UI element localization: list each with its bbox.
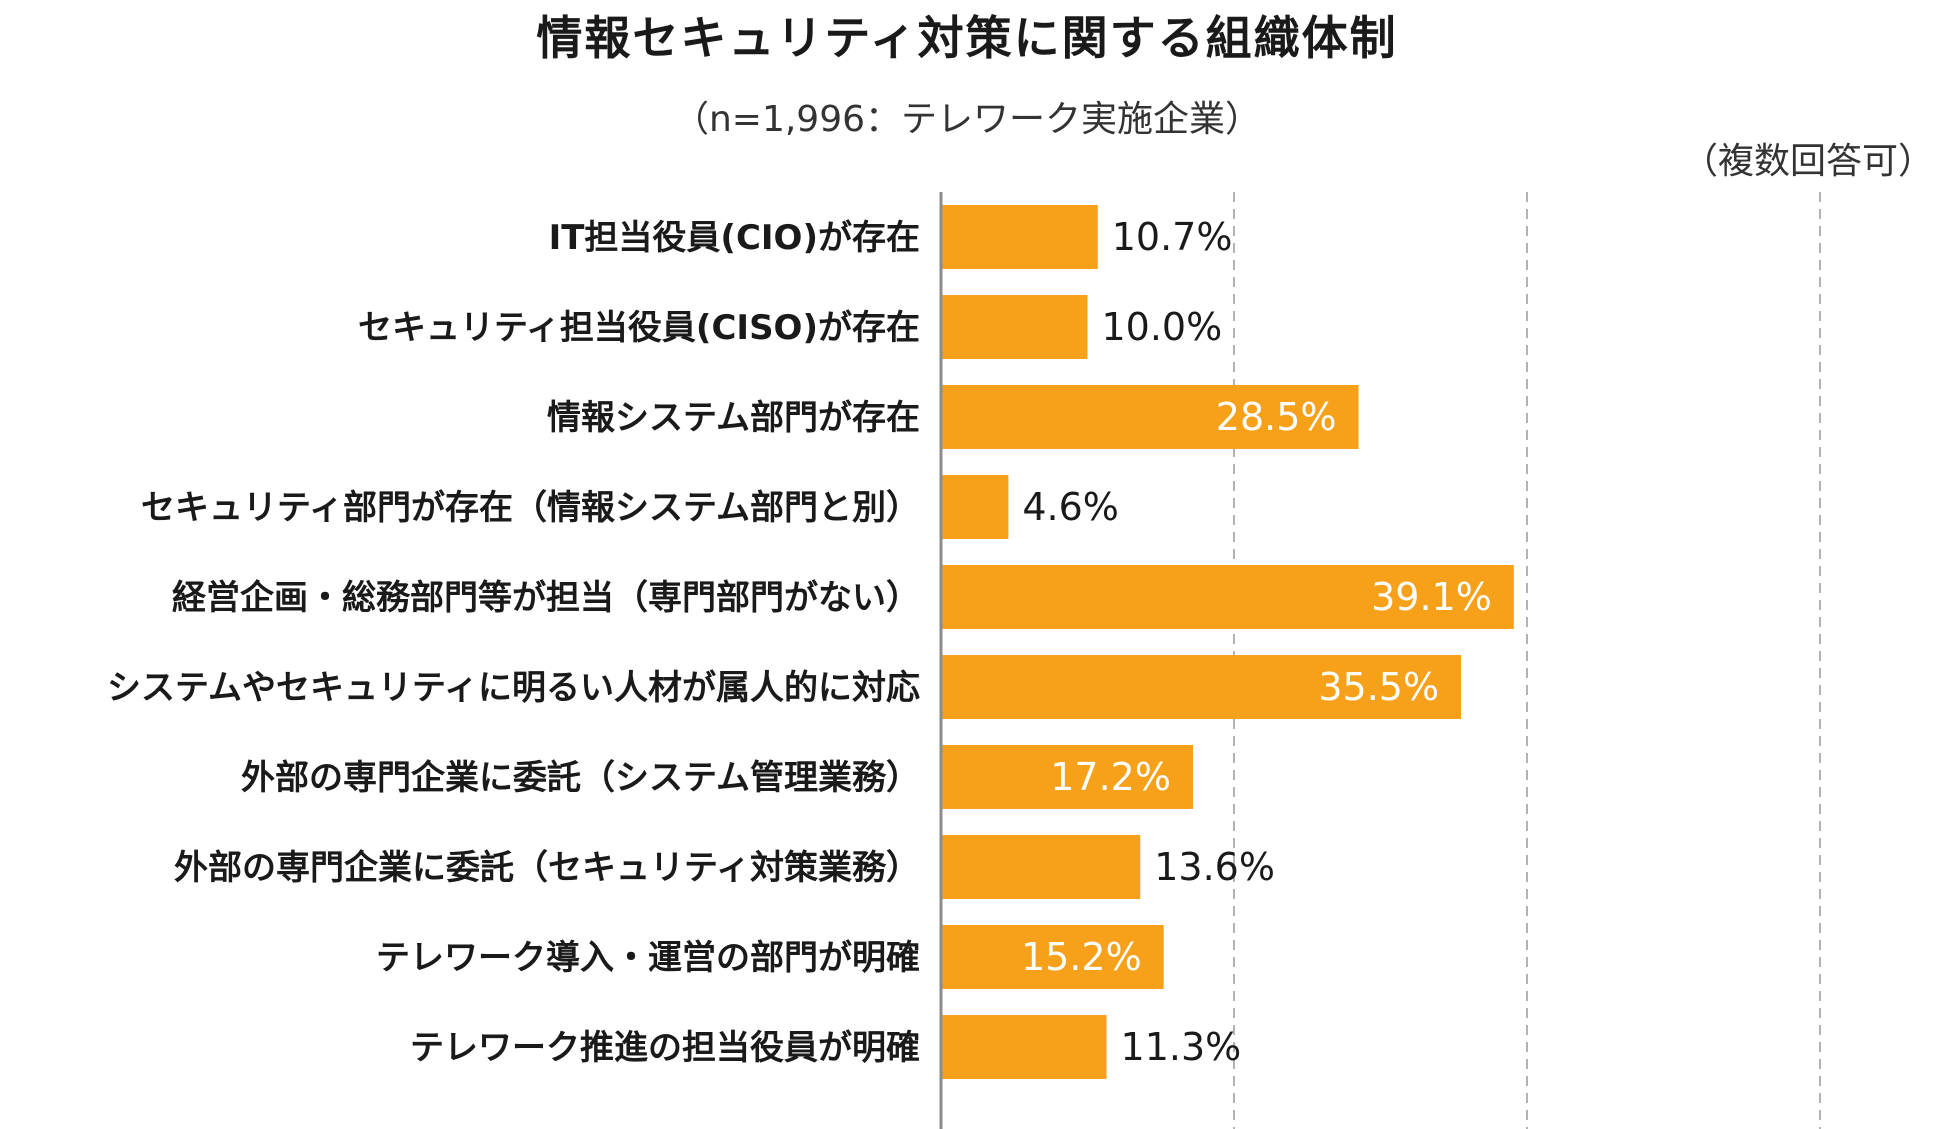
category-label: システムやセキュリティに明るい人材が属人的に対応 bbox=[107, 668, 920, 708]
value-label: 28.5% bbox=[1216, 395, 1337, 439]
bar bbox=[941, 385, 1359, 449]
bar bbox=[941, 205, 1098, 269]
category-label: セキュリティ担当役員(CISO)が存在 bbox=[358, 308, 920, 348]
chart-title: 情報セキュリティ対策に関する組織体制 bbox=[536, 11, 1398, 65]
category-label: セキュリティ部門が存在（情報システム部門と別） bbox=[141, 488, 920, 528]
category-label: 経営企画・総務部門等が担当（専門部門がない） bbox=[172, 578, 920, 618]
bar bbox=[941, 295, 1088, 359]
bar bbox=[941, 565, 1514, 629]
value-label: 17.2% bbox=[1050, 755, 1171, 799]
chart-subtitle: （n=1,996：テレワーク実施企業） bbox=[672, 99, 1262, 140]
value-label: 39.1% bbox=[1371, 575, 1492, 619]
bar bbox=[941, 835, 1141, 899]
bar bbox=[941, 745, 1193, 809]
value-label: 13.6% bbox=[1154, 845, 1275, 889]
category-label: IT担当役員(CIO)が存在 bbox=[549, 218, 920, 258]
value-label: 35.5% bbox=[1318, 665, 1439, 709]
category-label: 情報システム部門が存在 bbox=[547, 398, 920, 438]
category-label: テレワーク推進の担当役員が明確 bbox=[410, 1028, 920, 1068]
bar bbox=[941, 475, 1009, 539]
value-label: 10.0% bbox=[1102, 305, 1223, 349]
category-label: 外部の専門企業に委託（セキュリティ対策業務） bbox=[174, 848, 920, 888]
category-label: 外部の専門企業に委託（システム管理業務） bbox=[241, 758, 920, 798]
bar bbox=[941, 655, 1462, 719]
bar bbox=[941, 925, 1164, 989]
value-label: 11.3% bbox=[1121, 1025, 1242, 1069]
bar bbox=[941, 1015, 1107, 1079]
category-label: テレワーク導入・運営の部門が明確 bbox=[376, 938, 920, 978]
value-label: 4.6% bbox=[1022, 485, 1119, 529]
value-label: 15.2% bbox=[1021, 935, 1142, 979]
value-label: 10.7% bbox=[1112, 215, 1233, 259]
chart-note: （複数回答可） bbox=[1681, 141, 1934, 182]
